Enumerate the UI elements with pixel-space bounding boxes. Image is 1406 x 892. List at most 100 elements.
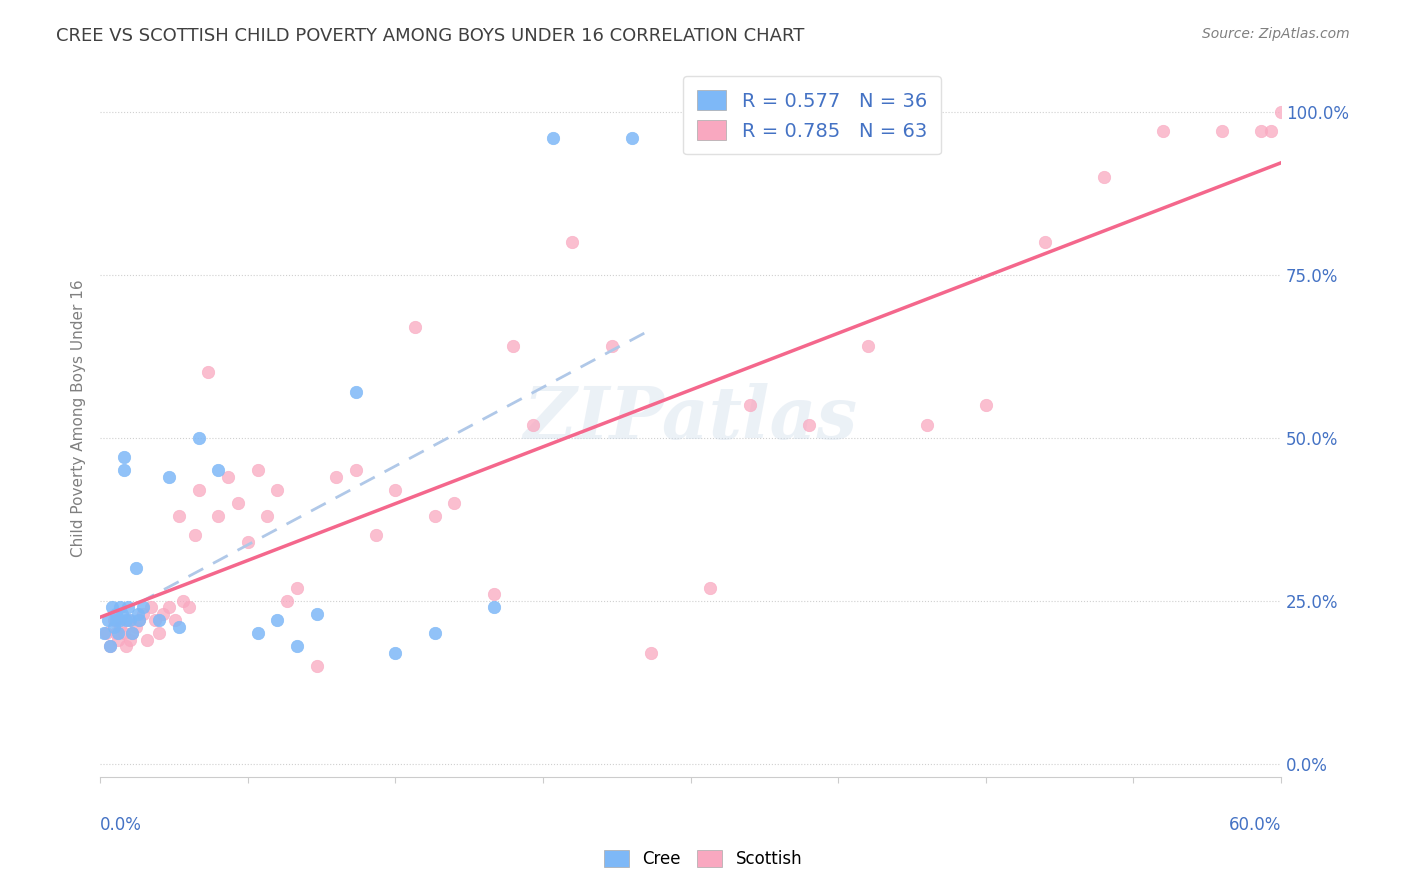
Point — [600, 339, 623, 353]
Point — [172, 593, 194, 607]
Point — [121, 626, 143, 640]
Point — [423, 508, 446, 523]
Point — [187, 483, 209, 497]
Point — [117, 613, 139, 627]
Point — [482, 600, 505, 615]
Point — [94, 626, 117, 640]
Point — [112, 626, 135, 640]
Legend: R = 0.577   N = 36, R = 0.785   N = 63: R = 0.577 N = 36, R = 0.785 N = 63 — [683, 77, 941, 154]
Point — [118, 632, 141, 647]
Point — [104, 626, 127, 640]
Point — [107, 626, 129, 640]
Point — [132, 607, 155, 621]
Point — [104, 613, 127, 627]
Point — [443, 496, 465, 510]
Point — [107, 632, 129, 647]
Point — [344, 463, 367, 477]
Point — [98, 640, 121, 654]
Point — [167, 620, 190, 634]
Point — [1270, 104, 1292, 119]
Point — [136, 632, 159, 647]
Point — [1092, 169, 1115, 184]
Point — [148, 613, 170, 627]
Point — [197, 366, 219, 380]
Point — [364, 528, 387, 542]
Point — [915, 417, 938, 432]
Point — [856, 339, 879, 353]
Point — [207, 463, 229, 477]
Point — [152, 607, 174, 621]
Point — [246, 463, 269, 477]
Point — [121, 626, 143, 640]
Text: CREE VS SCOTTISH CHILD POVERTY AMONG BOYS UNDER 16 CORRELATION CHART: CREE VS SCOTTISH CHILD POVERTY AMONG BOY… — [56, 27, 804, 45]
Point — [285, 640, 308, 654]
Point — [112, 463, 135, 477]
Point — [97, 613, 120, 627]
Point — [305, 607, 328, 621]
Point — [103, 613, 125, 627]
Point — [561, 235, 583, 249]
Point — [285, 581, 308, 595]
Point — [114, 640, 136, 654]
Point — [93, 626, 115, 640]
Point — [111, 607, 134, 621]
Point — [118, 613, 141, 627]
Point — [797, 417, 820, 432]
Point — [112, 450, 135, 465]
Point — [1152, 124, 1174, 138]
Point — [98, 640, 121, 654]
Point — [141, 600, 163, 615]
Point — [127, 607, 149, 621]
Legend: Cree, Scottish: Cree, Scottish — [598, 843, 808, 875]
Point — [1250, 124, 1272, 138]
Point — [157, 600, 180, 615]
Point — [132, 600, 155, 615]
Point — [974, 398, 997, 412]
Point — [246, 626, 269, 640]
Point — [266, 613, 288, 627]
Point — [256, 508, 278, 523]
Point — [384, 646, 406, 660]
Point — [236, 535, 259, 549]
Point — [167, 508, 190, 523]
Text: 60.0%: 60.0% — [1229, 816, 1281, 834]
Point — [541, 131, 564, 145]
Y-axis label: Child Poverty Among Boys Under 16: Child Poverty Among Boys Under 16 — [72, 279, 86, 557]
Point — [108, 613, 131, 627]
Point — [226, 496, 249, 510]
Point — [103, 620, 125, 634]
Point — [148, 626, 170, 640]
Point — [128, 613, 150, 627]
Point — [482, 587, 505, 601]
Point — [620, 131, 643, 145]
Point — [640, 646, 662, 660]
Point — [522, 417, 544, 432]
Point — [325, 470, 347, 484]
Point — [177, 600, 200, 615]
Point — [217, 470, 239, 484]
Point — [124, 561, 146, 575]
Point — [423, 626, 446, 640]
Point — [1211, 124, 1233, 138]
Point — [104, 607, 127, 621]
Point — [108, 620, 131, 634]
Point — [157, 470, 180, 484]
Point — [344, 385, 367, 400]
Text: 0.0%: 0.0% — [100, 816, 142, 834]
Point — [108, 600, 131, 615]
Point — [183, 528, 205, 542]
Text: Source: ZipAtlas.com: Source: ZipAtlas.com — [1202, 27, 1350, 41]
Point — [117, 600, 139, 615]
Point — [384, 483, 406, 497]
Point — [114, 613, 136, 627]
Point — [124, 620, 146, 634]
Point — [143, 613, 166, 627]
Point — [1260, 124, 1282, 138]
Point — [128, 613, 150, 627]
Point — [266, 483, 288, 497]
Point — [1033, 235, 1056, 249]
Text: ZIPatlas: ZIPatlas — [523, 383, 858, 454]
Point — [207, 508, 229, 523]
Point — [404, 319, 426, 334]
Point — [276, 593, 298, 607]
